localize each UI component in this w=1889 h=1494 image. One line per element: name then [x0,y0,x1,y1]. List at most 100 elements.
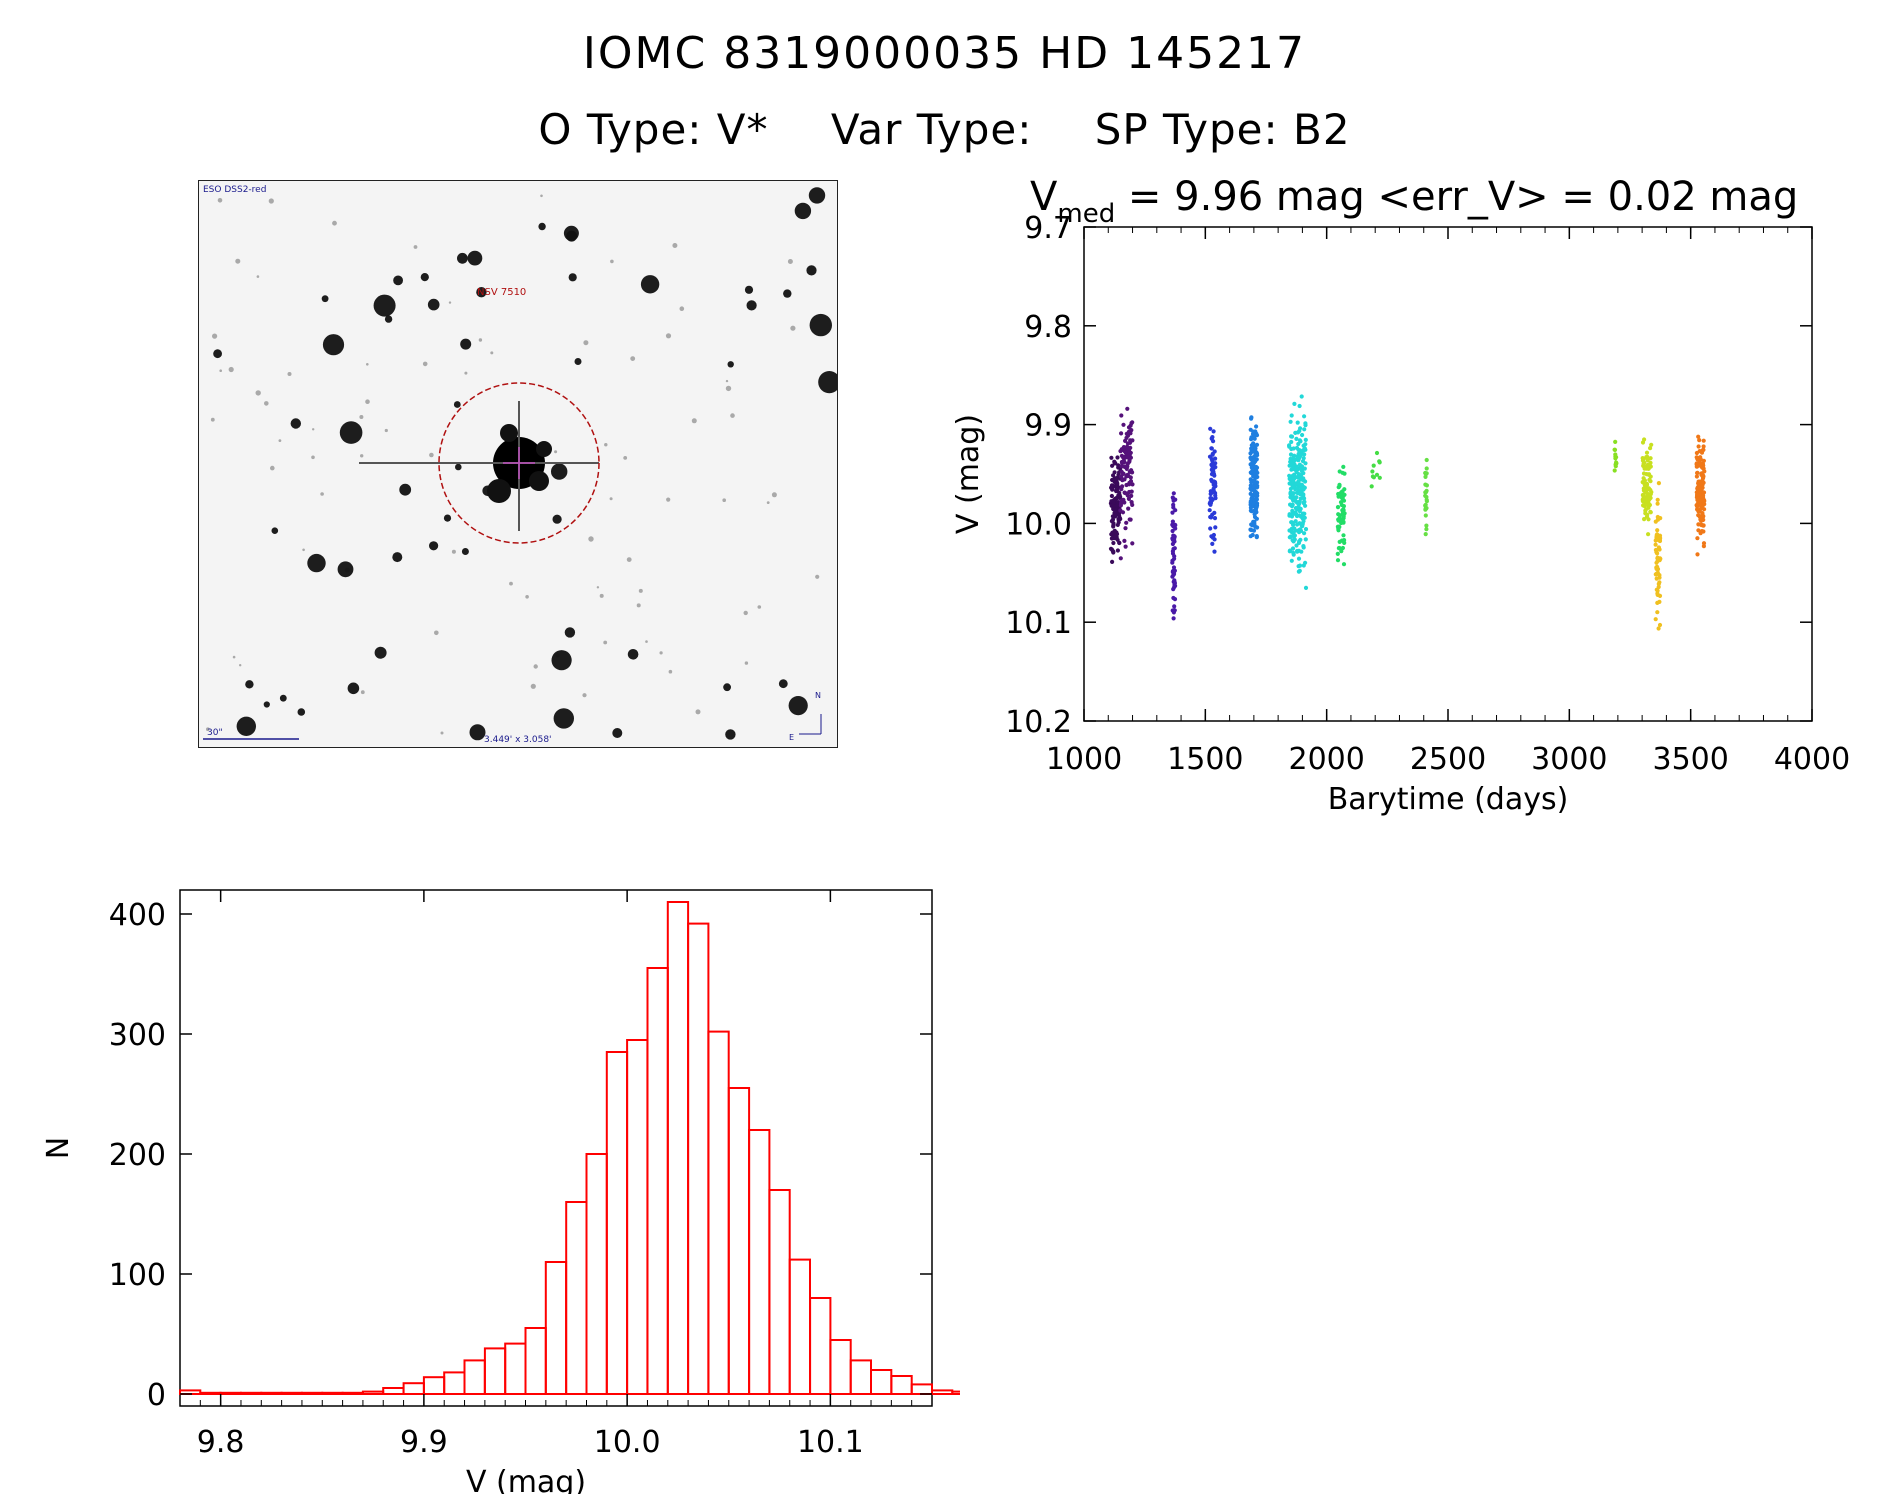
sky-star [429,452,434,458]
hist-bar [748,1129,771,1395]
lc-point [1701,444,1706,449]
lc-point [1648,492,1653,497]
lc-point [1298,472,1304,477]
lc-point [1207,508,1212,513]
sky-star [255,390,261,396]
lc-point [1170,558,1175,563]
lc-point [1300,432,1305,438]
lc-point [1251,449,1256,454]
lc-point [1109,455,1114,460]
lc-point [1301,511,1306,516]
lc-point [1657,536,1662,541]
lc-point [1340,496,1345,501]
lc-point [1655,528,1660,533]
lc-point [1123,544,1128,549]
lc-point [1293,506,1299,511]
lc-point [1297,403,1302,409]
lc-point [1121,422,1126,427]
sky-star [530,683,536,689]
lc-y-axis-label: V (mag) [951,414,986,534]
lc-point [1127,517,1132,522]
lc-point [1208,526,1213,531]
lc-point [1646,502,1651,507]
lc-point [1370,469,1375,474]
lc-point [1303,585,1309,590]
lc-point [1377,475,1382,480]
sky-star [429,541,439,551]
sky-star [312,428,315,431]
lc-point [1658,516,1663,521]
sky-star [730,413,735,418]
lc-point [1125,433,1131,438]
lc-point [1424,499,1429,504]
lc-point [1113,531,1118,536]
sky-star [217,198,223,203]
lc-point [1289,413,1294,418]
lc-point [1170,522,1175,527]
lc-point [1254,534,1259,539]
sky-star [727,361,734,368]
lc-point [1655,600,1660,605]
hist-bar [849,1359,873,1395]
lc-point [1128,455,1133,460]
hist-x-tick-label: 10.1 [797,1425,864,1460]
sky-star [256,275,260,278]
sky-star [373,294,396,317]
lc-point [1614,460,1619,465]
scale-label: 30" [207,728,223,738]
lc-point [1695,552,1700,557]
lc-point [1657,533,1663,538]
lc-point [1424,483,1429,488]
lc-x-axis-label: Barytime (days) [1328,782,1569,817]
lc-title: Vmed = 9.96 mag <err_V> = 0.02 mag [1030,174,1798,229]
lc-point [1646,466,1651,471]
sky-star [695,709,701,715]
lc-point [1641,495,1646,500]
lc-point [1657,547,1662,552]
sky-star [455,463,462,471]
lc-point [1374,450,1380,456]
sky-star [815,574,820,579]
lc-point [1337,545,1342,551]
lc-point [1212,549,1217,554]
lc-point [1253,507,1258,512]
sky-star [427,298,440,311]
star-field [206,187,837,741]
lc-point [1298,448,1303,454]
lc-point [1119,447,1124,452]
lc-point [1644,450,1650,455]
lc-point [1339,549,1344,554]
lc-point [1293,528,1298,533]
hist-x-tick-label: 10.0 [594,1425,661,1460]
lc-point [1298,496,1303,501]
lc-point [1700,474,1705,479]
sky-star [612,728,623,738]
lc-point [1130,420,1135,425]
lc-point [1341,464,1346,469]
lc-point [1298,527,1303,532]
lc-point [1655,497,1660,502]
lc-point [1249,415,1254,420]
lc-y-tick-label: 9.9 [1024,409,1072,444]
sky-star [554,450,558,454]
sky-star [757,605,762,609]
lc-point [1128,438,1133,443]
lc-point [1643,490,1648,495]
lc-point [1612,447,1618,452]
lc-point [1251,484,1256,489]
lc-point [1613,452,1618,457]
lc-point [1249,465,1254,470]
lc-point [1209,457,1214,462]
lc-point [1252,492,1257,497]
sky-star [393,275,403,286]
lc-point [1251,528,1257,533]
lc-point [1696,513,1701,518]
lc-point [1109,499,1114,504]
lc-point [1255,470,1260,475]
sky-star [347,682,360,695]
lc-point [1290,502,1295,507]
lc-point [1122,538,1127,543]
lc-point [1340,511,1345,516]
lc-point [1112,461,1117,466]
sky-star [626,557,632,562]
